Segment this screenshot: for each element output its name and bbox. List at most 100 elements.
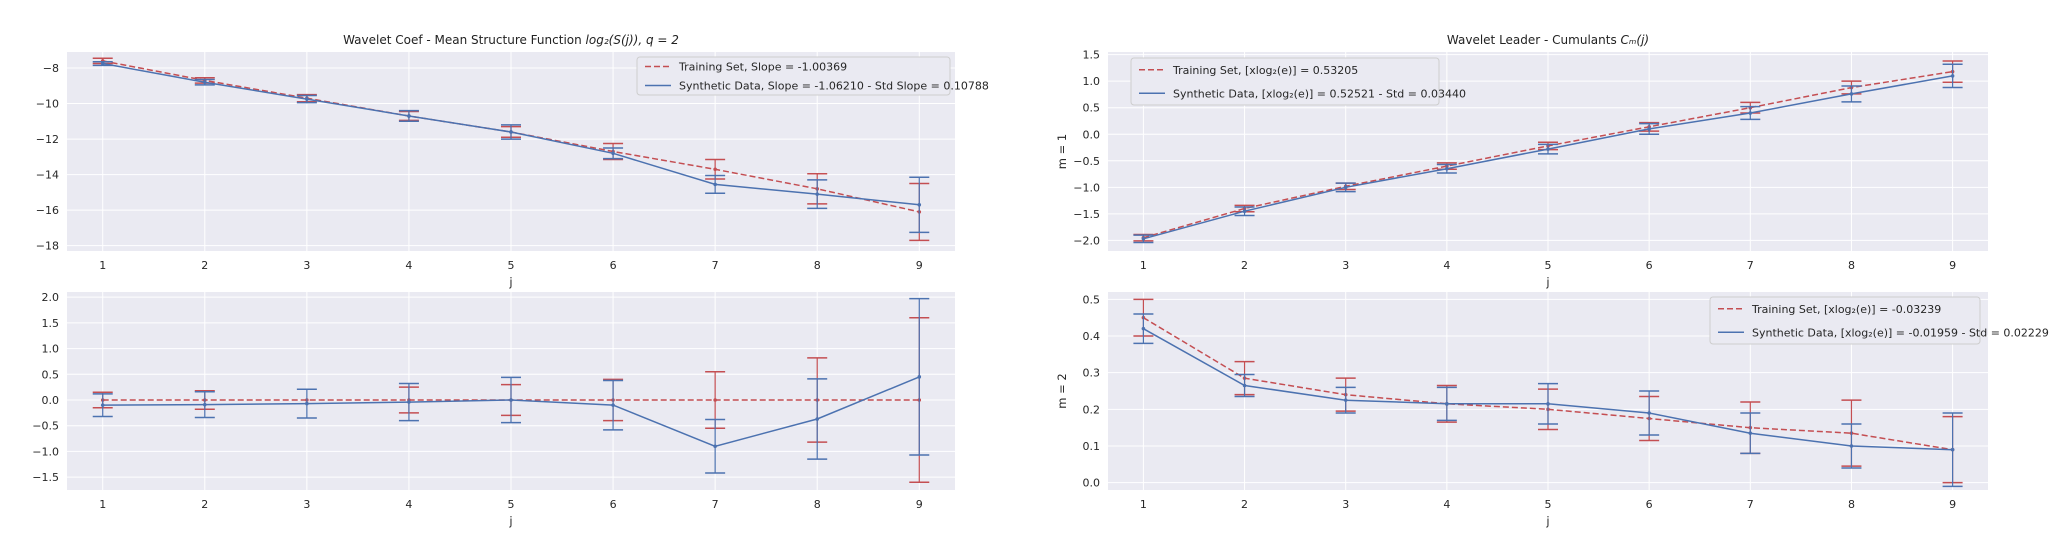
y-tick-label: −1.0 [32,445,59,458]
y-tick-label: −1.0 [1073,181,1100,194]
x-tick-label: 4 [1443,498,1450,511]
x-tick-label: 7 [1747,259,1754,272]
y-tick-label: −1.5 [32,471,59,484]
data-point [407,114,411,118]
chart-title: Wavelet Leader - Cumulants Cₘ(j) [1447,33,1649,47]
y-axis-label: m = 1 [1055,134,1069,169]
data-point [100,61,105,66]
x-tick-label: 1 [1140,498,1147,511]
y-tick-label: 0.4 [1083,330,1101,343]
chart-panel-1: 1 2 3 4 5 6 7 8 9 −18 −16 −14 −12 −10 −8 j Wavelet Coef … [36,33,989,289]
y-tick-label: 0.0 [42,394,60,407]
data-point [1748,111,1753,115]
x-axis-label: j [508,275,512,289]
y-tick-label: 0.0 [1083,477,1101,490]
x-tick-label: 6 [1646,259,1653,272]
x-tick-label: 2 [201,498,208,511]
y-tick-label: −2.0 [1073,234,1100,247]
x-tick-label: 7 [1747,498,1754,511]
x-tick-label: 9 [916,498,923,511]
y-tick-label: −1.5 [1073,208,1100,221]
data-point [1445,166,1449,171]
x-tick-label: 9 [916,259,923,272]
data-point [509,130,513,134]
y-tick-label: −0.5 [1073,155,1100,168]
x-tick-label: 5 [508,259,515,272]
data-point [1546,402,1550,406]
data-point [1141,326,1146,331]
data-point [100,403,105,407]
data-point [1748,431,1753,435]
legend-box [1709,296,1981,345]
legend-label: Training Set, [xlog₂(e)] = -0.03239 [1751,303,1941,316]
chart-panel-3: 1 2 3 4 5 6 7 8 9 −2.0 −1.5 −1.0 −0.5 0.0 0.5 1.0 1.5 j m … [1055,33,1988,289]
y-tick-label: −14 [36,169,59,182]
data-point [713,182,717,187]
chart-title: Wavelet Coef - Mean Structure Function l… [343,33,679,47]
synthetic-series [92,61,930,234]
y-tick-label: 0.5 [1083,102,1101,115]
x-tick-label: 4 [405,498,412,511]
legend-box [1130,57,1440,106]
y-tick-label: 2.0 [42,291,60,304]
data-point [1647,411,1651,415]
data-point [1849,444,1854,448]
y-tick-label: −16 [36,204,59,217]
x-tick-label: 1 [99,498,106,511]
x-tick-label: 3 [303,259,310,272]
x-tick-label: 6 [610,498,617,511]
synthetic-series [92,297,930,474]
x-tick-label: 6 [1646,498,1653,511]
y-tick-label: −8 [43,62,59,75]
y-tick-label: 0.0 [1083,128,1101,141]
data-point [611,403,615,407]
x-tick-label: 5 [508,498,515,511]
y-tick-label: −10 [36,98,59,111]
data-point [1242,209,1247,213]
legend-label: Synthetic Data, Slope = -1.06210 - Std S… [679,80,989,93]
legend: Training Set, [xlog₂(e)] = -0.03239 Synth… [1709,296,2049,345]
legend: Training Set, [xlog₂(e)] = 0.53205 Synthe… [1130,57,1466,106]
data-point [202,402,207,407]
data-point [713,398,717,402]
data-point [1546,147,1550,151]
x-tick-label: 7 [712,498,719,511]
data-point [305,97,309,101]
x-tick-label: 1 [99,259,106,272]
x-axis-label: j [1545,514,1549,528]
x-tick-label: 8 [814,259,821,272]
data-point [305,401,309,406]
data-point [1647,127,1651,131]
data-point [917,203,922,207]
y-tick-label: 0.3 [1083,367,1101,380]
x-tick-label: 9 [1949,498,1956,511]
data-point [1445,402,1449,406]
data-point [815,192,820,196]
legend: Training Set, Slope = -1.00369 Synthetic … [636,56,989,96]
x-tick-label: 2 [201,259,208,272]
chart-title-text: Wavelet Leader - Cumulants [1447,33,1621,47]
x-tick-label: 4 [1443,259,1450,272]
chart-title-text: Wavelet Coef - Mean Structure Function [343,33,585,47]
x-axis-label: j [1545,275,1549,289]
x-tick-label: 8 [1848,498,1855,511]
x-tick-label: 5 [1545,259,1552,272]
y-tick-label: −12 [36,133,59,146]
data-point [713,444,717,449]
synthetic-series [1133,313,1963,488]
y-tick-label: 0.5 [42,368,60,381]
x-axis-label: j [508,514,512,528]
data-point [713,167,717,172]
data-point [1950,447,1955,452]
x-tick-label: 3 [1342,259,1349,272]
chart-title-math: log₂(S(j)), q = 2 [586,33,679,47]
y-tick-label: −0.5 [32,420,59,433]
y-tick-label: 1.0 [42,343,60,356]
legend-label: Training Set, Slope = -1.00369 [678,61,847,74]
legend-label: Training Set, [xlog₂(e)] = 0.53205 [1172,64,1358,77]
x-tick-label: 4 [405,259,412,272]
x-tick-label: 5 [1545,498,1552,511]
data-point [1343,398,1348,402]
data-point [202,80,207,85]
